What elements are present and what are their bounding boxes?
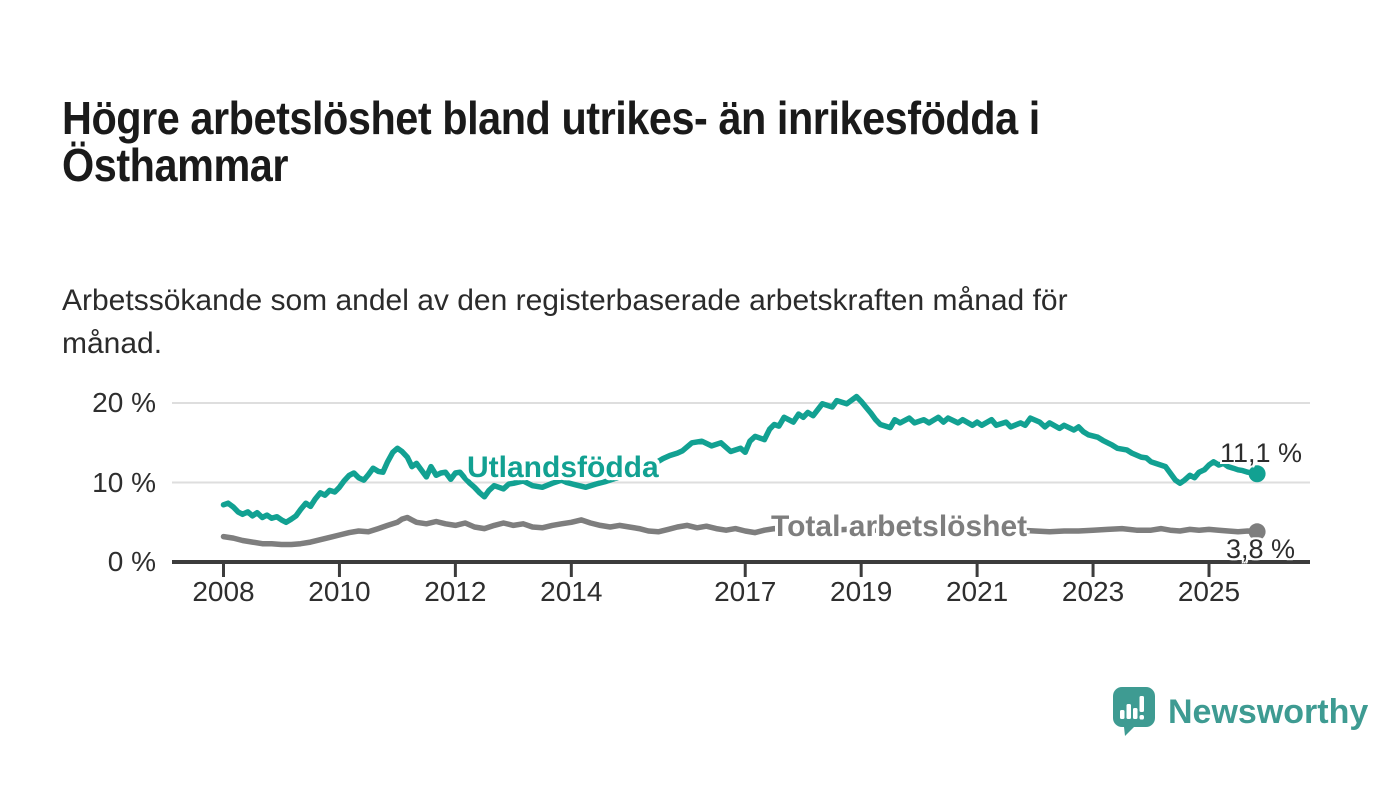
end-value-label-utlandsfodda: 11,1 %: [1220, 438, 1303, 468]
x-tick-label-2019: 2019: [830, 576, 893, 607]
x-tick-label-2010: 2010: [308, 576, 371, 607]
newsworthy-logo-text: Newsworthy: [1168, 693, 1369, 731]
end-value-label-total: 3,8 %: [1226, 534, 1296, 564]
series-line-utlandsfodda: [220, 393, 1260, 526]
series-end-dot-total-arbetsloshet: [1248, 523, 1266, 541]
x-tick-label-2017: 2017: [714, 576, 777, 607]
page-subtitle: Arbetssökande som andel av den registerb…: [62, 284, 1068, 360]
newsworthy-logo: Newsworthy: [1112, 684, 1368, 740]
series-label-utlandsfodda: Utlandsfödda: [467, 451, 659, 484]
x-tick-label-2012: 2012: [424, 576, 487, 607]
series-line-total-arbetsloshet: [220, 514, 1260, 548]
series-label-total-arbetsloshet: Total arbetslöshet: [771, 510, 1028, 543]
y-tick-label-0: 0 %: [107, 546, 156, 577]
y-tick-label-20: 20 %: [92, 387, 156, 418]
x-tick-label-2014: 2014: [540, 576, 603, 607]
x-tick-label-2025: 2025: [1177, 576, 1241, 607]
y-tick-label-10: 10 %: [92, 466, 156, 498]
page-title: Högre arbetslöshet bland utrikes- än inr…: [62, 91, 1040, 191]
x-tick-label-2021: 2021: [945, 576, 1009, 607]
x-tick-label-2023: 2023: [1061, 576, 1125, 607]
series-end-dot-utlandsfodda: [1248, 465, 1266, 483]
x-tick-label-2008: 2008: [192, 576, 255, 607]
speech-bubble-bar-chart-icon: [1113, 687, 1155, 736]
